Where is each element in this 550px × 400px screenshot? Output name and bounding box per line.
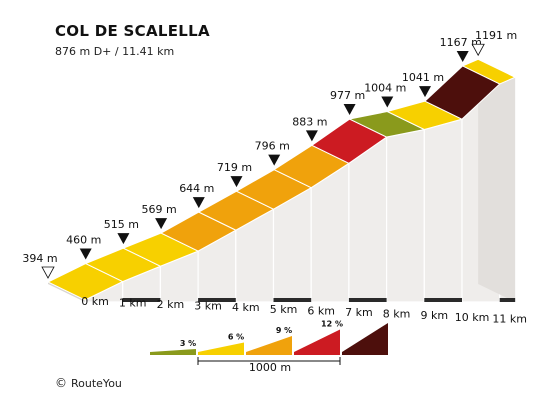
elevation-label-11: 1167 m [440, 36, 482, 49]
x-tick-label-6: 6 km [307, 304, 335, 317]
elevation-label-12: 1191 m [475, 29, 517, 42]
credit-text: RouteYou [71, 377, 122, 390]
x-tick-label-11: 11 km [492, 312, 527, 325]
elevation-marker-9 [381, 96, 394, 108]
chart-subtitle: 876 m D+ / 11.41 km [55, 45, 175, 58]
km-marker-1 [122, 298, 161, 302]
profile-wall-8 [386, 128, 425, 303]
profile-wall-7 [348, 135, 388, 303]
x-tick-label-1: 1 km [119, 296, 147, 309]
x-tick-label-0: 0 km [81, 295, 109, 308]
scale-bar-label: 1000 m [249, 361, 291, 374]
km-marker-7 [348, 298, 387, 302]
x-tick-label-2: 2 km [157, 298, 185, 311]
x-tick-label-4: 4 km [232, 301, 260, 314]
legend-label-0: 3 % [180, 339, 196, 348]
elevation-marker-6 [268, 154, 281, 166]
elevation-marker-5 [230, 176, 243, 188]
elevation-marker-4 [192, 197, 205, 209]
elevation-label-7: 883 m [292, 115, 327, 128]
x-tick-label-5: 5 km [270, 303, 298, 316]
elevation-label-3: 569 m [141, 203, 176, 216]
elevation-marker-7 [305, 130, 318, 142]
elevation-marker-2 [117, 233, 130, 245]
legend-label-1: 6 % [228, 333, 244, 342]
profile-base [85, 302, 516, 306]
legend-swatch-3 [294, 329, 340, 355]
legend-swatch-2 [246, 336, 292, 355]
x-tick-label-3: 3 km [194, 300, 222, 313]
endpoint-marker-12 [471, 43, 485, 57]
elevation-label-9: 1004 m [364, 82, 406, 95]
chart-title: COL DE SCALELLA [55, 22, 210, 40]
legend-swatch-0 [150, 349, 196, 355]
copyright-symbol: © [55, 376, 67, 390]
elevation-marker-1 [79, 248, 92, 260]
elevation-marker-11 [456, 50, 469, 62]
legend-swatch-1 [198, 342, 244, 355]
elevation-marker-10 [419, 86, 431, 98]
elevation-label-8: 977 m [330, 89, 365, 102]
km-marker-9 [424, 298, 462, 302]
elevation-label-6: 796 m [255, 140, 290, 153]
elevation-label-4: 644 m [179, 182, 214, 195]
elevation-marker-8 [343, 104, 356, 116]
elevation-label-2: 515 m [104, 218, 139, 231]
elevation-label-1: 460 m [66, 234, 101, 247]
x-tick-label-9: 9 km [421, 309, 449, 322]
elevation-marker-3 [155, 218, 168, 230]
legend-label-3: 12 % [321, 320, 343, 329]
elevation-label-5: 719 m [217, 161, 252, 174]
profile-end-cap [478, 59, 516, 303]
km-marker-11 [499, 298, 516, 302]
km-marker-5 [273, 298, 312, 302]
x-tick-label-8: 8 km [383, 308, 411, 321]
x-tick-label-10: 10 km [455, 311, 490, 324]
endpoint-marker-0 [41, 266, 55, 279]
elevation-label-10: 1041 m [402, 71, 444, 84]
elevation-label-0: 394 m [22, 252, 57, 265]
legend-swatch-4 [342, 323, 388, 355]
km-marker-3 [198, 298, 236, 302]
credit: © RouteYou [55, 376, 122, 390]
segment-11 [461, 58, 517, 85]
x-tick-label-7: 7 km [345, 306, 373, 319]
legend-label-2: 9 % [276, 326, 292, 335]
profile-wall-9 [423, 118, 463, 303]
